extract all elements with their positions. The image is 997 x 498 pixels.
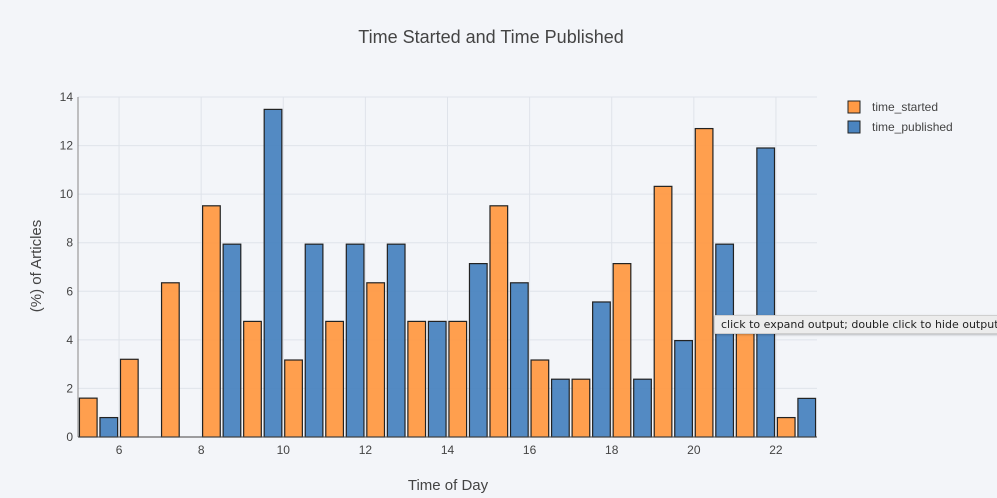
bar-time_published <box>592 301 611 438</box>
bar-time_published <box>263 108 283 438</box>
bar-time_started <box>78 397 98 438</box>
bar-time_published <box>427 320 447 438</box>
bar-time_published <box>99 416 119 438</box>
bar-time_started <box>284 359 303 438</box>
bar-time_published <box>797 397 817 438</box>
output-tooltip: click to expand output; double click to … <box>714 315 997 334</box>
legend-label[interactable]: time_started <box>872 100 938 114</box>
x-tick-label: 16 <box>523 443 537 457</box>
bar-time_started <box>448 320 468 438</box>
y-tick-label: 6 <box>66 284 73 298</box>
x-tick-label: 6 <box>116 443 123 457</box>
bar-time_published <box>304 243 324 438</box>
legend[interactable]: time_started time_published <box>847 100 953 134</box>
bar-time_published <box>345 243 365 438</box>
bar-time_published <box>222 243 242 438</box>
x-tick-label: 20 <box>687 443 701 457</box>
bar-time_started <box>530 359 550 438</box>
x-tick-label: 8 <box>198 443 205 457</box>
bar-time_started <box>694 127 714 438</box>
y-tick-label: 14 <box>60 90 74 104</box>
bar-time_started <box>407 320 427 438</box>
grid-lines <box>78 96 817 437</box>
bar-time_started <box>119 358 139 438</box>
bar-time_started <box>243 320 262 438</box>
y-tick-label: 10 <box>60 187 74 201</box>
x-tick-label: 22 <box>769 443 783 457</box>
bar-time_published <box>674 339 693 438</box>
y-tick-label: 12 <box>60 139 74 153</box>
bar-time_published <box>509 282 529 438</box>
legend-swatch[interactable] <box>847 100 861 114</box>
x-tick-label: 18 <box>605 443 619 457</box>
bar-time_started <box>489 205 509 438</box>
bar-time_started <box>202 205 221 438</box>
bar-time_published <box>633 378 652 438</box>
bar-time_started <box>653 185 673 438</box>
bar-time_started <box>612 263 632 438</box>
bar-time_published <box>386 243 406 438</box>
x-tick-label: 14 <box>441 443 455 457</box>
legend-label[interactable]: time_published <box>872 120 953 134</box>
bar-time_started <box>325 320 345 438</box>
bar-time_published <box>715 243 735 438</box>
bar-time_published <box>468 263 488 438</box>
bar-time_started <box>160 282 180 438</box>
legend-swatch[interactable] <box>847 120 861 134</box>
bar-time_started <box>366 282 386 438</box>
axes-layer: 0 2 4 6 8 10 12 14 6 8 10 12 14 16 18 20 22 <box>60 90 817 457</box>
bar-time_published <box>550 378 570 438</box>
y-tick-label: 4 <box>66 333 73 347</box>
x-tick-label: 12 <box>359 443 373 457</box>
y-tick-label: 8 <box>66 236 73 250</box>
bars-layer <box>78 108 817 438</box>
bar-time_started <box>776 416 796 438</box>
y-tick-label: 0 <box>66 430 73 444</box>
x-tick-label: 10 <box>277 443 291 457</box>
bar-time_published <box>756 147 776 438</box>
y-tick-label: 2 <box>66 381 73 395</box>
chart-title: Time Started and Time Published <box>358 27 623 47</box>
bar-time_started <box>571 378 591 438</box>
y-axis-label: (%) of Articles <box>28 220 45 313</box>
x-axis-label: Time of Day <box>408 477 489 494</box>
